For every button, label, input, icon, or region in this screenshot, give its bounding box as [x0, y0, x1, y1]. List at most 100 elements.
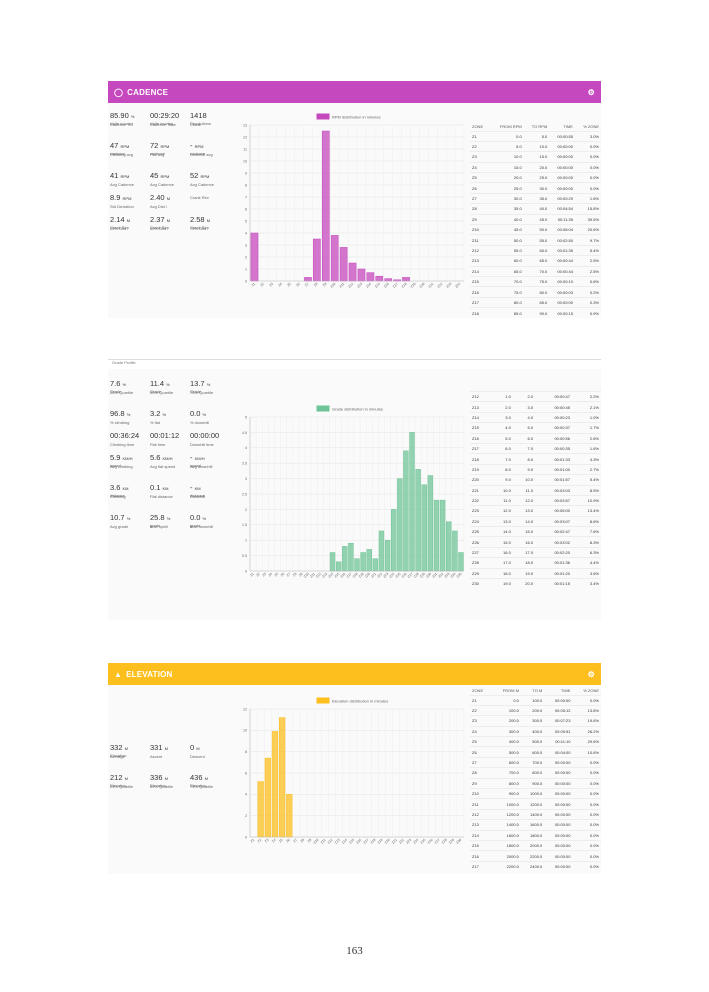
table-cell: 1600.0 — [491, 829, 521, 841]
stat-unit: M — [166, 218, 171, 223]
table-header-row: ZONE FROM RPM TO RPM TIME % ZONE — [470, 123, 601, 131]
table-row: Z6 500.0 600.0 00:04:00 10.6% — [470, 746, 601, 758]
table-row: Z17 2200.0 2400.0 00:00:00 0.0% — [470, 860, 601, 872]
y-tick-label: 4.5 — [242, 431, 247, 435]
x-tick-label: Z17 — [392, 282, 399, 289]
x-tick-label: Z7 — [292, 838, 298, 844]
stat-item: 13.7 % 75% Quartile — [190, 379, 232, 397]
column-header[interactable]: FROM RPM — [499, 124, 522, 130]
stat-label: % climbing — [110, 420, 130, 425]
table-cell: 400.0 — [491, 736, 521, 747]
x-tick-label: Z11 — [339, 282, 346, 289]
stat-label: grade — [150, 523, 161, 528]
gear-icon[interactable]: ⚙ — [587, 669, 595, 679]
table-cell: 15.8% — [574, 203, 601, 215]
table-cell: 7.0 — [490, 453, 513, 465]
stat-value: - KM — [190, 483, 201, 492]
stat-item: 5.6 KM/H Avg flat speed — [150, 453, 192, 471]
stat-label: speed — [190, 463, 201, 468]
table-cell: 0.0% — [572, 808, 601, 820]
x-tick-label: Z28 — [413, 572, 420, 579]
stat-label: Std Deviation — [110, 204, 134, 209]
table-cell: 30.0 — [523, 182, 550, 194]
stat-item: 0.1 KM Flat distance — [150, 483, 192, 501]
chart-legend: Elevation distribution in minutes — [316, 697, 388, 704]
table-cell: 10.6% — [572, 746, 601, 758]
column-header[interactable]: FROM M — [502, 688, 519, 694]
table-cell: 0.0% — [572, 756, 601, 768]
y-tick-label: 7 — [245, 195, 247, 199]
table-cell: Z1 — [470, 130, 490, 142]
stat-label: Crank Rev — [190, 195, 209, 200]
table-cell: Z26 — [470, 536, 491, 548]
stat-item: 10.7 % Avg grade — [110, 513, 152, 531]
table-cell: 00:00:56 — [535, 432, 573, 444]
stat-label: 75% Quartile — [190, 390, 214, 395]
x-tick-label: Z20 — [384, 838, 391, 845]
y-tick-label: 13 — [243, 123, 247, 127]
column-header[interactable]: ZONE — [472, 688, 484, 694]
table-cell: 70.0 — [489, 275, 524, 287]
stat-unit: KM/H — [194, 456, 205, 461]
x-tick-label: Z14 — [327, 572, 334, 579]
stat-label: Avg Dist / — [150, 204, 168, 209]
x-tick-label: Z9 — [307, 838, 313, 844]
legend-label: RPM distribution in minutes — [332, 115, 381, 120]
gear-icon[interactable]: ⚙ — [587, 87, 595, 97]
x-tick-label: Z3 — [268, 282, 274, 288]
table-cell: 00:00:45 — [535, 401, 573, 413]
cadence-panel: ◯ CADENCE ⚙ 85.90 % Cadence % 00:29:20 Cad… — [108, 81, 601, 319]
table-cell: 8.0 — [490, 463, 513, 475]
table-row: Z18 85.0 90.0 00:00:15 0.9% — [470, 307, 601, 319]
bar — [329, 552, 336, 572]
table-cell: 00:00:00 — [544, 787, 573, 799]
cadence-zone-table: ZONE FROM RPM TO RPM TIME% ZONE Z1 0.0 5.0 00:0… — [470, 123, 601, 319]
column-header[interactable]: TIME — [560, 688, 571, 694]
stat-label: Descent — [190, 754, 205, 759]
table-row: Z28 17.0 18.0 00:01:36 4.4% — [470, 557, 601, 569]
x-tick-label: Z7 — [286, 572, 292, 578]
bar — [390, 509, 397, 572]
table-cell: 10.0 — [489, 151, 524, 163]
column-header[interactable]: TO M — [532, 688, 543, 694]
stat-item: 0.0 % % downhill — [190, 409, 232, 427]
table-cell: 1200.0 — [491, 808, 521, 820]
stat-item: 47 RPM Climbing avg — [110, 141, 152, 159]
stat-item: cadence — [190, 149, 232, 158]
bar — [354, 558, 360, 572]
table-cell: 00:03:07 — [535, 515, 573, 527]
x-tick-label: Z20 — [419, 282, 426, 289]
stat-label: while moving — [150, 121, 174, 126]
grade-title: Grade Profile — [112, 360, 136, 365]
column-header[interactable]: ZONE — [472, 124, 484, 130]
x-tick-label: Z29 — [448, 838, 455, 845]
table-cell: 0.0% — [572, 860, 601, 872]
column-header[interactable]: % ZONE — [583, 688, 599, 694]
table-cell: 00:03:02 — [535, 536, 573, 548]
table-cell: 0.6% — [574, 275, 601, 287]
stat-value: 52 RPM — [190, 171, 210, 180]
column-header[interactable]: TO RPM — [531, 124, 548, 130]
table-cell: Z24 — [470, 515, 491, 527]
x-tick-label: Z12 — [347, 282, 354, 289]
x-tick-label: Z25 — [420, 838, 427, 845]
stat-label: Max downhill — [190, 524, 214, 529]
table-row: Z4 15.0 20.0 00:00:00 0.0% — [470, 161, 601, 173]
table-cell: 15.0 — [512, 526, 536, 537]
stat-label: Elevation — [110, 753, 127, 758]
bar — [304, 277, 312, 282]
column-header[interactable]: TIME — [563, 124, 573, 130]
x-tick-label: Z13 — [321, 572, 328, 579]
stat-item: 7.6 % 25% Quartile — [110, 379, 152, 397]
table-cell: 45.0 — [523, 213, 550, 225]
stat-item: 52 RPM Avg Cadence — [190, 171, 232, 189]
table-cell: Z13 — [470, 401, 491, 413]
table-cell: Z15 — [470, 275, 490, 287]
column-header[interactable]: % ZONE — [583, 124, 599, 130]
table-cell: 1.7% — [572, 422, 601, 434]
stat-unit: M — [164, 746, 168, 751]
table-cell: 20.0 — [489, 172, 524, 183]
x-tick-label: Z24 — [412, 838, 419, 845]
table-cell: 00:01:36 — [535, 557, 573, 569]
table-row: Z22 11.0 12.0 00:03:57 10.9% — [470, 494, 601, 506]
